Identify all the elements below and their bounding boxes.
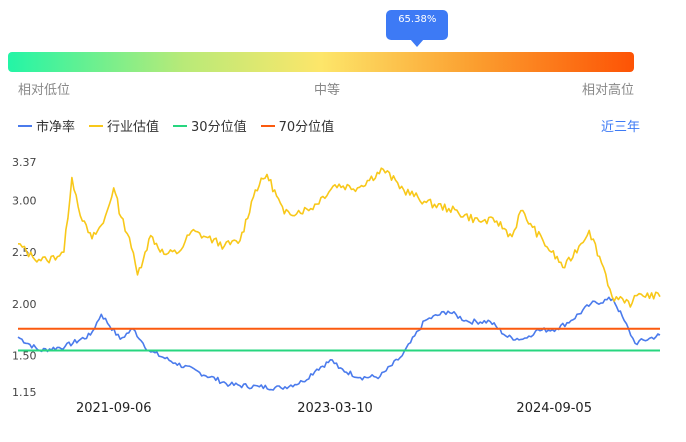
legend-label-p70: 70分位值 xyxy=(278,120,335,135)
y-tick-label: 2.00 xyxy=(12,298,37,311)
legend-item-p30[interactable]: 30分位值 xyxy=(173,116,247,135)
gauge-high-label: 相对高位 xyxy=(582,83,635,98)
y-tick-label: 1.15 xyxy=(12,386,37,399)
legend-item-industry[interactable]: 行业估值 xyxy=(89,116,159,135)
period-selector[interactable]: 近三年 xyxy=(600,120,640,135)
percentile-value-tooltip: 65.38% xyxy=(386,10,449,47)
legend-swatch-industry xyxy=(89,124,104,127)
gauge-mid-label: 中等 xyxy=(314,83,341,98)
legend-item-p70[interactable]: 70分位值 xyxy=(260,116,335,135)
x-tick-label: 2024-09-05 xyxy=(516,401,592,416)
series-line-pb xyxy=(17,296,661,391)
percentile-gauge-bar xyxy=(8,52,634,72)
legend-swatch-p30 xyxy=(173,124,188,127)
y-tick-label: 2.50 xyxy=(12,246,37,259)
legend-label-pb: 市净率 xyxy=(36,120,76,135)
legend-swatch-p70 xyxy=(260,124,275,127)
legend-swatch-pb xyxy=(18,124,32,127)
gauge-low-label: 相对低位 xyxy=(18,83,71,98)
x-tick-label: 2023-03-10 xyxy=(297,401,373,416)
y-tick-label: 3.37 xyxy=(12,156,37,169)
percentile-value: 65.38% xyxy=(398,14,437,25)
y-tick-label: 3.00 xyxy=(12,194,37,207)
legend-label-p30: 30分位值 xyxy=(191,120,247,135)
series-line-industry xyxy=(17,167,661,308)
legend-label-industry: 行业估值 xyxy=(107,120,160,135)
legend-item-pb[interactable]: 市净率 xyxy=(18,116,75,135)
x-tick-label: 2021-09-06 xyxy=(76,401,152,416)
y-tick-label: 1.50 xyxy=(12,350,37,363)
chart-legend: 市净率 行业估值 30分位值 70分位值 xyxy=(18,116,334,135)
